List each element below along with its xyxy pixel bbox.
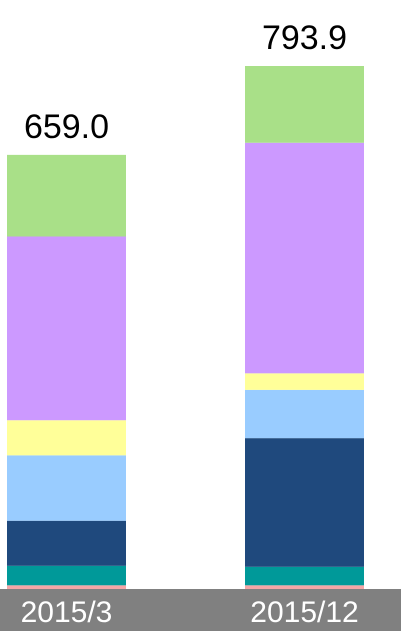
bar-total-label: 793.9 [262, 19, 347, 57]
bar-segment-1-6 [7, 236, 126, 421]
bar-segment-1-1 [7, 585, 126, 589]
bar-segment-2-3 [245, 438, 364, 567]
bar-total-label: 659.0 [24, 108, 109, 146]
bar-segment-2-1 [245, 585, 364, 589]
bar-segment-2-4 [245, 389, 364, 439]
bar-segment-2-6 [245, 142, 364, 374]
x-tick-label: 2015/12 [250, 596, 358, 629]
labels-layer: 659.0 2015/3 793.9 2015/12 [21, 19, 359, 629]
x-axis-band [0, 589, 401, 631]
x-tick-label: 2015/3 [21, 596, 113, 629]
bar-segment-1-2 [7, 565, 126, 586]
bar-segment-2-2 [245, 566, 364, 586]
bar-segment-1-5 [7, 420, 126, 456]
bar-segment-1-7 [7, 154, 126, 237]
bars-layer [7, 66, 364, 589]
bar-segment-1-4 [7, 455, 126, 521]
bar-segment-2-5 [245, 373, 364, 390]
bar-segment-1-3 [7, 520, 126, 566]
bar-segment-2-7 [245, 66, 364, 143]
